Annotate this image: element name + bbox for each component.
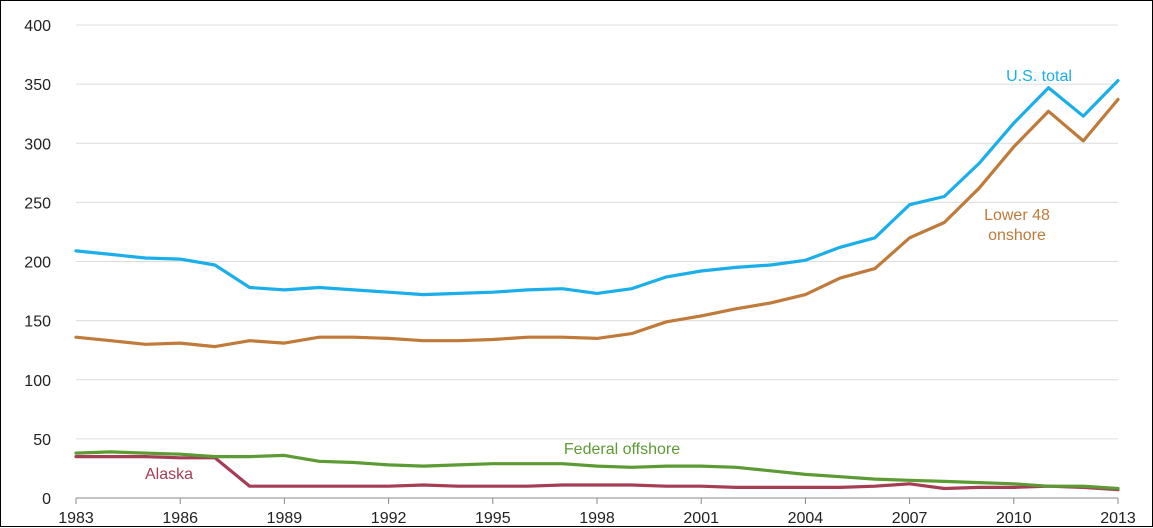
x-tick-label: 2010: [996, 510, 1032, 527]
y-tick-label: 200: [24, 255, 51, 272]
series-lines: [74, 78, 1120, 492]
y-tick-label: 400: [24, 18, 51, 35]
x-tick-label: 2001: [683, 510, 719, 527]
y-tick-label: 100: [24, 373, 51, 390]
gridlines: [76, 24, 1118, 499]
series-label: Federal offshore: [564, 441, 680, 458]
y-tick-label: 300: [24, 136, 51, 153]
x-tick-label: 1992: [371, 510, 407, 527]
x-tick-label: 1983: [58, 510, 94, 527]
series-line-alaska: [74, 455, 1120, 492]
y-tick-label: 150: [24, 314, 51, 331]
x-tick-label: 2013: [1100, 510, 1136, 527]
series-label: Lower 48 onshore: [984, 207, 1050, 244]
x-tick-label: 2007: [892, 510, 928, 527]
y-tick-label: 50: [33, 432, 51, 449]
series-labels: U.S. total Lower 48 onshore Federal offshor…: [145, 68, 1072, 483]
y-tick-label: 350: [24, 77, 51, 94]
series-label: Alaska: [145, 466, 193, 483]
series-line-u-s-total: [74, 78, 1120, 297]
series-line-federal-offshore: [74, 450, 1120, 491]
x-tick-label: 1998: [579, 510, 615, 527]
x-axis-ticks: 1983 1986 1989 1992 1995 1998 2001 2004 2007 2010…: [58, 498, 1136, 527]
y-tick-label: 0: [42, 491, 51, 508]
x-tick-label: 1986: [162, 510, 198, 527]
x-tick-label: 2004: [788, 510, 824, 527]
x-tick-label: 1995: [475, 510, 511, 527]
x-tick-label: 1989: [267, 510, 303, 527]
y-axis-ticks: 0 50 100 150 200 250 300 350 400: [24, 18, 51, 508]
series-label: U.S. total: [1006, 68, 1072, 85]
y-tick-label: 250: [24, 195, 51, 212]
series-line-lower-48-onshore: [74, 97, 1120, 349]
